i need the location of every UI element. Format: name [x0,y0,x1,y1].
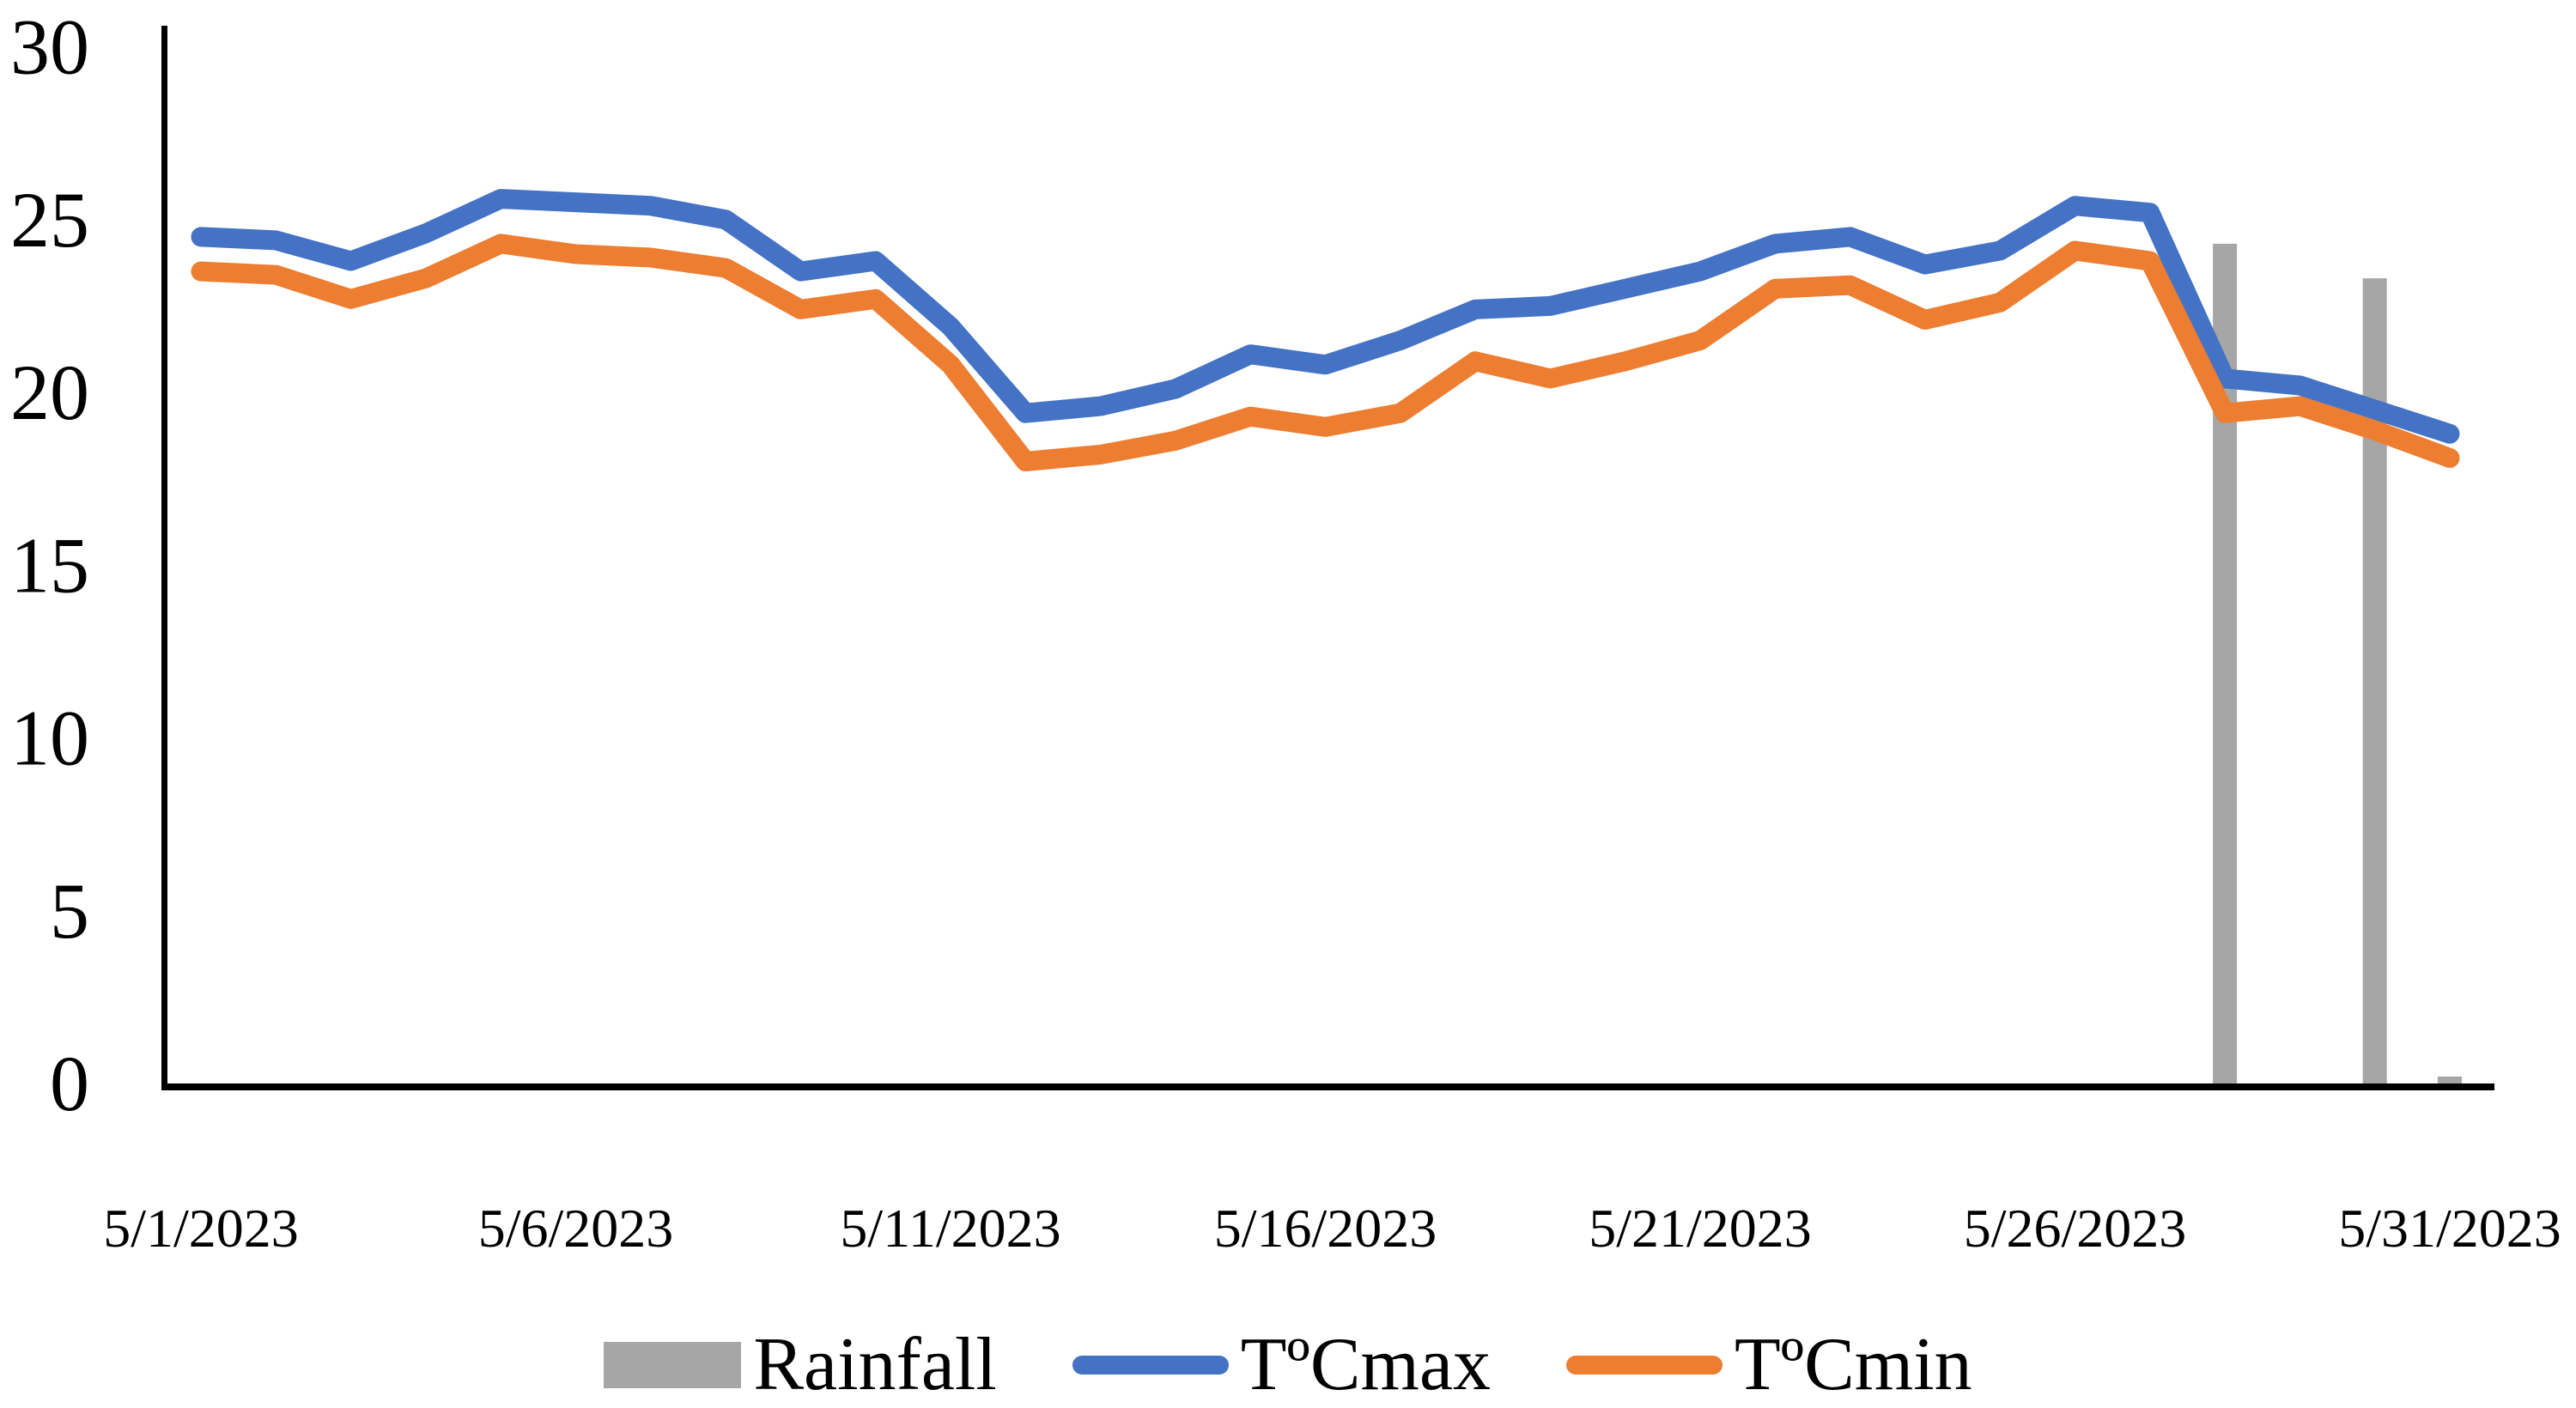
legend-item-rainfall: Rainfall [604,1323,997,1406]
legend-item-tmin: TºCmin [1566,1327,1972,1403]
y-tick-label: 25 [10,176,89,264]
legend-label-tmax: TºCmax [1240,1323,1492,1406]
x-tick-label: 5/31/2023 [2338,1198,2561,1259]
legend-label-rainfall: Rainfall [753,1323,997,1406]
tmax-swatch [1072,1356,1229,1375]
tmin-swatch [1566,1356,1723,1375]
tmax-line [191,189,2460,444]
rainfall-swatch [604,1342,742,1388]
x-tick-label: 5/26/2023 [1964,1198,2187,1259]
legend-item-tmax: TºCmax [1072,1327,1491,1403]
tmin-line [191,234,2460,471]
x-tick-label: 5/21/2023 [1589,1198,1812,1259]
x-tick-label: 5/11/2023 [840,1198,1060,1259]
y-tick-label: 5 [50,867,89,955]
legend-label-tmin: TºCmin [1735,1323,1972,1406]
y-tick-label: 30 [10,3,89,91]
y-tick-label: 15 [10,521,89,609]
x-tick-label: 5/6/2023 [478,1198,674,1259]
y-tick-label: 20 [10,349,89,436]
chart-legend: Rainfall TºCmax TºCmin [0,1318,2576,1408]
x-tick-label: 5/16/2023 [1214,1198,1437,1259]
x-tick-label: 5/1/2023 [103,1198,299,1259]
y-tick-label: 0 [50,1040,89,1127]
y-tick-label: 10 [10,695,89,782]
